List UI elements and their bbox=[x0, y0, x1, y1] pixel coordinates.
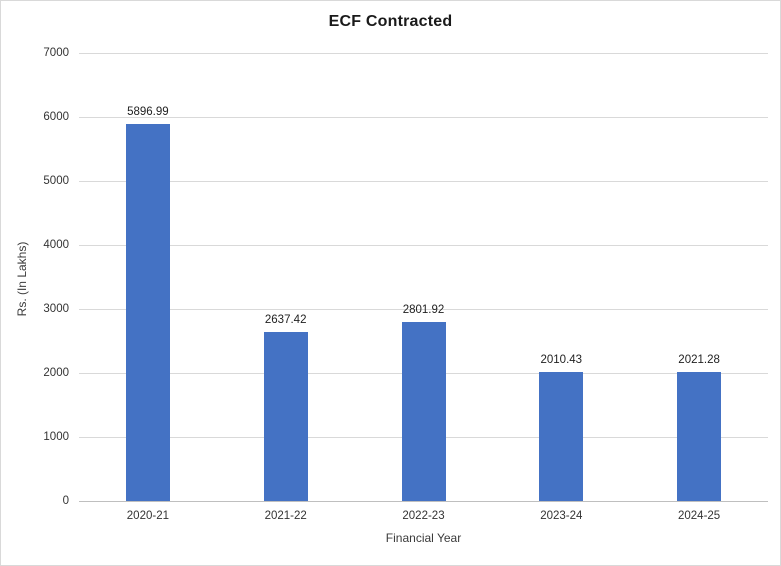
gridline bbox=[79, 181, 768, 182]
y-tick-label: 3000 bbox=[43, 303, 69, 315]
x-tick-label: 2023-24 bbox=[540, 510, 583, 522]
bar bbox=[677, 371, 722, 501]
bar bbox=[263, 332, 308, 501]
bar bbox=[539, 372, 584, 501]
x-tick-label: 2020-21 bbox=[126, 510, 169, 522]
x-tick-label: 2024-25 bbox=[677, 510, 721, 522]
y-tick-label: 4000 bbox=[43, 239, 69, 251]
x-tick-label: 2022-23 bbox=[402, 510, 445, 522]
chart-title: ECF Contracted bbox=[328, 13, 453, 30]
plot-area: 0 1000 2000 3000 4000 5000 6000 7000 5896.99 2020… bbox=[43, 47, 768, 522]
x-axis-line bbox=[79, 501, 768, 502]
data-label: 2021.28 bbox=[678, 353, 720, 366]
x-axis-title: Financial Year bbox=[385, 531, 462, 545]
y-tick-label: 7000 bbox=[43, 47, 69, 59]
gridline bbox=[79, 309, 768, 310]
gridline bbox=[79, 117, 768, 118]
y-tick-label: 6000 bbox=[43, 111, 69, 123]
bar bbox=[125, 123, 170, 501]
y-tick-label: 2000 bbox=[43, 367, 69, 379]
y-tick-label: 5000 bbox=[43, 175, 69, 187]
data-label: 2010.43 bbox=[540, 354, 583, 367]
y-tick-label: 1000 bbox=[43, 431, 69, 443]
bar bbox=[401, 321, 446, 501]
x-tick-label: 2021-22 bbox=[264, 510, 307, 522]
data-label: 2637.42 bbox=[264, 314, 307, 327]
data-label: 2801.92 bbox=[402, 303, 445, 316]
gridline bbox=[79, 53, 768, 54]
y-tick-label: 0 bbox=[62, 495, 69, 507]
gridline bbox=[79, 245, 768, 246]
data-label: 5896.99 bbox=[127, 105, 169, 118]
